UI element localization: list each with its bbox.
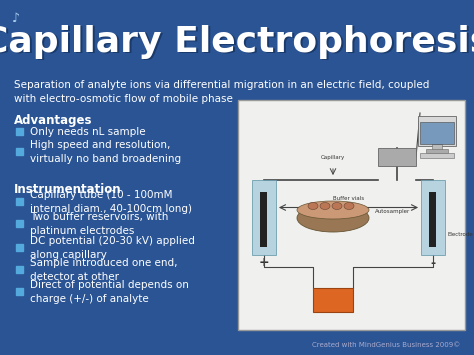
Text: Separation of analyte ions via differential migration in an electric field, coup: Separation of analyte ions via different…	[14, 80, 429, 104]
Ellipse shape	[344, 202, 354, 209]
Bar	[16, 266, 23, 273]
Text: Autosampler: Autosampler	[375, 209, 410, 214]
Bar	[420, 122, 454, 144]
Ellipse shape	[332, 202, 342, 209]
Bar	[16, 244, 23, 251]
Text: Buffer vials: Buffer vials	[333, 197, 364, 202]
Bar	[426, 149, 448, 153]
Bar	[432, 144, 442, 150]
Bar	[418, 116, 456, 146]
Bar	[238, 100, 465, 330]
Text: Capillary: Capillary	[321, 155, 345, 160]
Text: -: -	[430, 257, 436, 269]
Text: DC potential (20-30 kV) applied
along capillary: DC potential (20-30 kV) applied along ca…	[30, 236, 195, 260]
Text: Advantages: Advantages	[14, 114, 92, 127]
Text: Only needs nL sample: Only needs nL sample	[30, 127, 146, 137]
Text: Capillary Electrophoresis: Capillary Electrophoresis	[0, 27, 474, 60]
Bar	[420, 153, 454, 158]
Text: voltage: voltage	[318, 302, 348, 308]
Ellipse shape	[308, 202, 318, 209]
Ellipse shape	[297, 201, 369, 219]
Bar	[429, 192, 436, 247]
Text: Capillary tube (10 - 100mM
internal diam., 40-100cm long): Capillary tube (10 - 100mM internal diam…	[30, 190, 192, 214]
Text: Detector: Detector	[385, 154, 409, 159]
Bar	[260, 192, 267, 247]
Ellipse shape	[320, 202, 330, 209]
Text: Two buffer reservoirs, with
platinum electrodes: Two buffer reservoirs, with platinum ele…	[30, 212, 168, 236]
Text: High speed and resolution,
virtually no band broadening: High speed and resolution, virtually no …	[30, 140, 181, 164]
Bar	[313, 288, 353, 312]
Text: Capillary Electrophoresis: Capillary Electrophoresis	[0, 25, 474, 59]
Bar	[252, 180, 276, 255]
Bar	[16, 220, 23, 227]
Bar	[16, 198, 23, 205]
Text: +: +	[259, 257, 269, 269]
Text: High: High	[324, 293, 342, 299]
Text: Instrumentation: Instrumentation	[14, 183, 122, 196]
Text: Electrode: Electrode	[447, 233, 473, 237]
Bar	[378, 148, 416, 166]
Text: Direct of potential depends on
charge (+/-) of analyte: Direct of potential depends on charge (+…	[30, 280, 189, 304]
Text: Created with MindGenius Business 2009©: Created with MindGenius Business 2009©	[311, 342, 460, 348]
Bar	[421, 180, 445, 255]
Bar	[16, 128, 23, 135]
Text: Sample introduced one end,
detector at other: Sample introduced one end, detector at o…	[30, 258, 177, 282]
Bar	[16, 148, 23, 155]
Ellipse shape	[297, 204, 369, 232]
Text: ♪: ♪	[12, 12, 20, 25]
Bar	[16, 288, 23, 295]
